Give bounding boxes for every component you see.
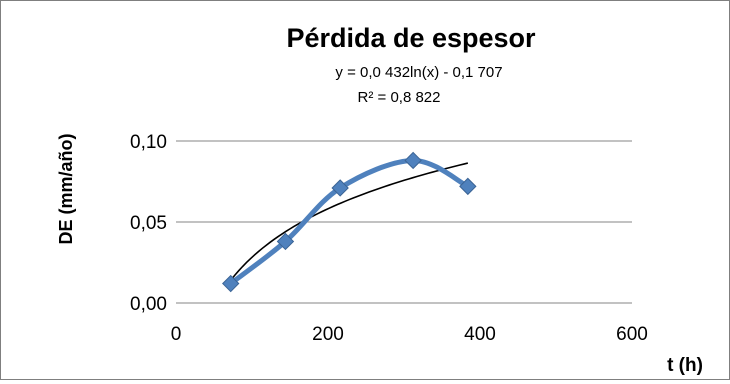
labels-group: Pérdida de espesor y = 0,0 432ln(x) - 0,… [56,23,703,376]
trendline-r-squared: R² = 0,8 822 [358,89,441,106]
x-tick-label: 600 [616,324,648,345]
grid-lines [176,140,632,223]
x-tick-label: 400 [464,324,496,345]
y-tick-label: 0,05 [130,213,167,234]
chart-title: Pérdida de espesor [286,23,536,53]
x-tick-label: 200 [312,324,344,345]
y-tick-label: 0,00 [130,294,167,315]
y-tick-label: 0,10 [130,132,167,153]
y-axis-label: DE (mm/año) [56,133,76,244]
trendline [230,162,469,281]
data-point-marker [276,232,295,251]
trendline-equation: y = 0,0 432ln(x) - 0,1 707 [335,64,502,81]
series-group [222,151,477,293]
data-point-marker [459,177,477,196]
trendline-group [230,162,469,281]
x-tick-label: 0 [171,324,182,345]
data-point-marker [331,179,349,197]
data-point-marker [222,274,240,293]
data-point-marker [404,151,422,170]
x-axis-label: t (h) [667,355,703,376]
